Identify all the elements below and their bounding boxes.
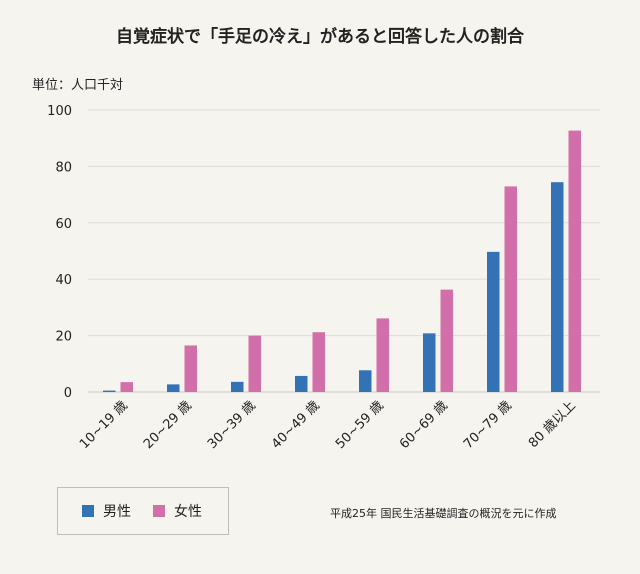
bar-male bbox=[487, 251, 500, 392]
legend: 男性 女性 bbox=[57, 487, 229, 535]
bar-female bbox=[184, 345, 197, 392]
y-tick-label: 60 bbox=[55, 217, 72, 232]
bar-female bbox=[376, 318, 389, 392]
bar-female bbox=[568, 130, 581, 392]
legend-label-female: 女性 bbox=[174, 504, 202, 520]
y-tick-label: 100 bbox=[47, 104, 72, 119]
y-tick-label: 80 bbox=[55, 160, 72, 175]
x-axis-ticks: 10~19 歳 20~29 歳 30~39 歳 40~49 歳 50~59 歳 60~69… bbox=[77, 398, 579, 452]
bars bbox=[103, 130, 581, 392]
bar-female bbox=[312, 332, 325, 392]
x-tick-label: 60~69 歳 bbox=[397, 398, 451, 452]
x-tick-label: 40~49 歳 bbox=[269, 398, 323, 452]
bar-male bbox=[359, 370, 372, 392]
unit-label: 単位：人口千対 bbox=[32, 78, 124, 93]
bar-female bbox=[248, 335, 261, 392]
bar-female bbox=[504, 186, 517, 392]
bar-female bbox=[120, 382, 133, 392]
legend-item-male: 男性 bbox=[82, 501, 131, 521]
bar-male bbox=[423, 333, 436, 392]
y-tick-label: 20 bbox=[55, 330, 72, 345]
legend-label-male: 男性 bbox=[103, 504, 131, 520]
x-tick-label: 50~59 歳 bbox=[333, 398, 387, 452]
source-note: 平成25年 国民生活基礎調査の概況を元に作成 bbox=[330, 507, 557, 520]
y-tick-label: 40 bbox=[55, 273, 72, 288]
bar-male bbox=[551, 182, 564, 392]
x-tick-label: 70~79 歳 bbox=[461, 398, 515, 452]
legend-item-female: 女性 bbox=[153, 501, 202, 521]
legend-swatch-male bbox=[82, 505, 94, 517]
x-tick-label: 20~29 歳 bbox=[141, 398, 195, 452]
y-tick-label: 0 bbox=[64, 386, 72, 401]
bar-male bbox=[167, 384, 180, 392]
legend-swatch-female bbox=[153, 505, 165, 517]
bar-chart: 0 20 40 60 80 100 10~19 歳 20~29 歳 30~39 歳 40~49 … bbox=[47, 104, 600, 452]
x-tick-label: 30~39 歳 bbox=[205, 398, 259, 452]
y-axis-ticks: 0 20 40 60 80 100 bbox=[47, 104, 72, 401]
chart-title: 自覚症状で「手足の冷え」があると回答した人の割合 bbox=[116, 27, 524, 47]
bar-male bbox=[103, 390, 116, 392]
bar-female bbox=[440, 289, 453, 392]
gridlines bbox=[88, 109, 600, 393]
bar-male bbox=[295, 375, 308, 392]
x-tick-label: 80 歳以上 bbox=[526, 398, 579, 451]
bar-male bbox=[231, 381, 244, 392]
x-tick-label: 10~19 歳 bbox=[77, 398, 131, 452]
